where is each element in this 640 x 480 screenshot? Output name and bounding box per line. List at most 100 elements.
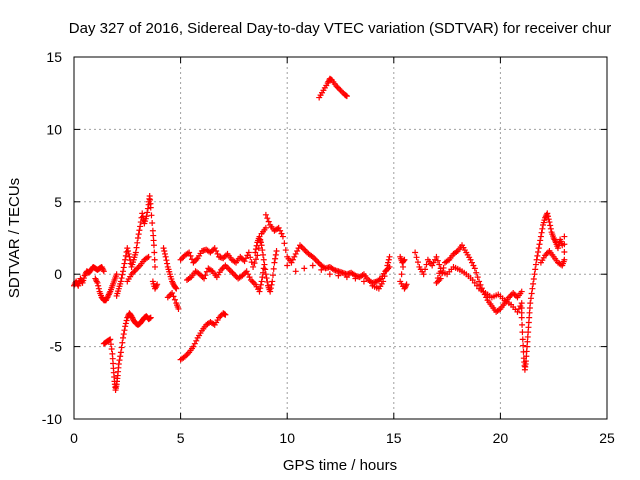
data-point [468,259,475,266]
data-point [135,231,142,238]
data-point [545,216,552,223]
y-axis-label: SDTVAR / TECUs [6,178,23,298]
data-point [382,267,389,274]
data-point [420,271,427,278]
data-point [222,262,229,269]
data-point [519,336,526,343]
data-point [527,300,534,307]
data-point [414,259,421,266]
data-point [160,245,167,252]
data-point [554,245,561,252]
data-point [433,253,440,260]
data-point [299,245,306,252]
data-point [544,210,551,217]
data-point [261,261,268,268]
data-point [108,346,115,353]
data-point [135,263,142,270]
x-tick-label: 0 [70,430,78,446]
y-tick-label: 15 [46,49,62,65]
data-point [190,259,197,266]
data-point [413,254,420,261]
data-point [123,317,130,324]
data-point [543,250,550,257]
data-point [470,262,477,269]
data-point [120,264,127,271]
y-tick-labels: -10 -5 0 5 10 15 [42,49,62,427]
data-point [191,340,198,347]
data-point [107,341,114,348]
data-point [312,256,319,263]
data-point [228,268,235,275]
data-point [352,275,359,282]
data-point [292,268,299,275]
data-point [432,256,439,263]
data-point [561,256,568,263]
data-point [296,242,303,249]
data-point [272,251,279,258]
data-point [122,323,129,330]
data-point [94,279,101,286]
data-point [539,225,546,232]
data-point [278,230,285,237]
data-point [257,285,264,292]
data-point [258,242,265,249]
data-point [186,249,193,256]
data-point [175,305,182,312]
data-point [246,274,253,281]
data-point [422,266,429,273]
data-point [117,349,124,356]
data-point [169,290,176,297]
data-point [269,278,276,285]
data-point [242,269,249,276]
data-point [173,285,180,292]
data-point [477,281,484,288]
data-point [282,247,289,254]
data-point [163,257,170,264]
data-point [530,280,537,287]
data-point [120,334,127,341]
data-point [230,271,237,278]
plot-frame [73,56,608,420]
data-point [258,278,265,285]
data-point [171,296,178,303]
data-points [71,75,568,394]
data-point [271,259,278,266]
data-point [179,255,186,262]
data-point [95,285,102,292]
data-point [107,336,114,343]
data-point [281,240,288,247]
data-point [520,342,527,349]
data-point [241,258,248,265]
data-point [511,291,518,298]
data-point [134,235,141,241]
data-point [211,245,218,252]
data-point [247,276,254,283]
data-point [326,271,333,278]
data-point [136,227,143,234]
data-point [398,271,405,278]
data-point [149,220,156,227]
data-point [515,305,522,312]
data-point [309,262,316,269]
data-point [124,245,131,252]
data-point [154,281,161,288]
x-tick-label: 10 [279,430,295,446]
data-point [251,260,258,267]
data-point [164,294,171,301]
data-point [561,233,568,240]
data-point [148,212,155,219]
data-point [536,241,543,248]
data-point [119,271,126,278]
data-point [252,256,259,263]
data-point [262,271,269,278]
data-point [537,237,544,244]
data-point [144,205,151,212]
data-point [337,87,344,94]
data-point [117,353,124,360]
data-point [519,321,526,328]
data-point [507,292,514,299]
data-point [121,260,128,267]
data-point [249,278,256,285]
data-point [219,265,226,272]
